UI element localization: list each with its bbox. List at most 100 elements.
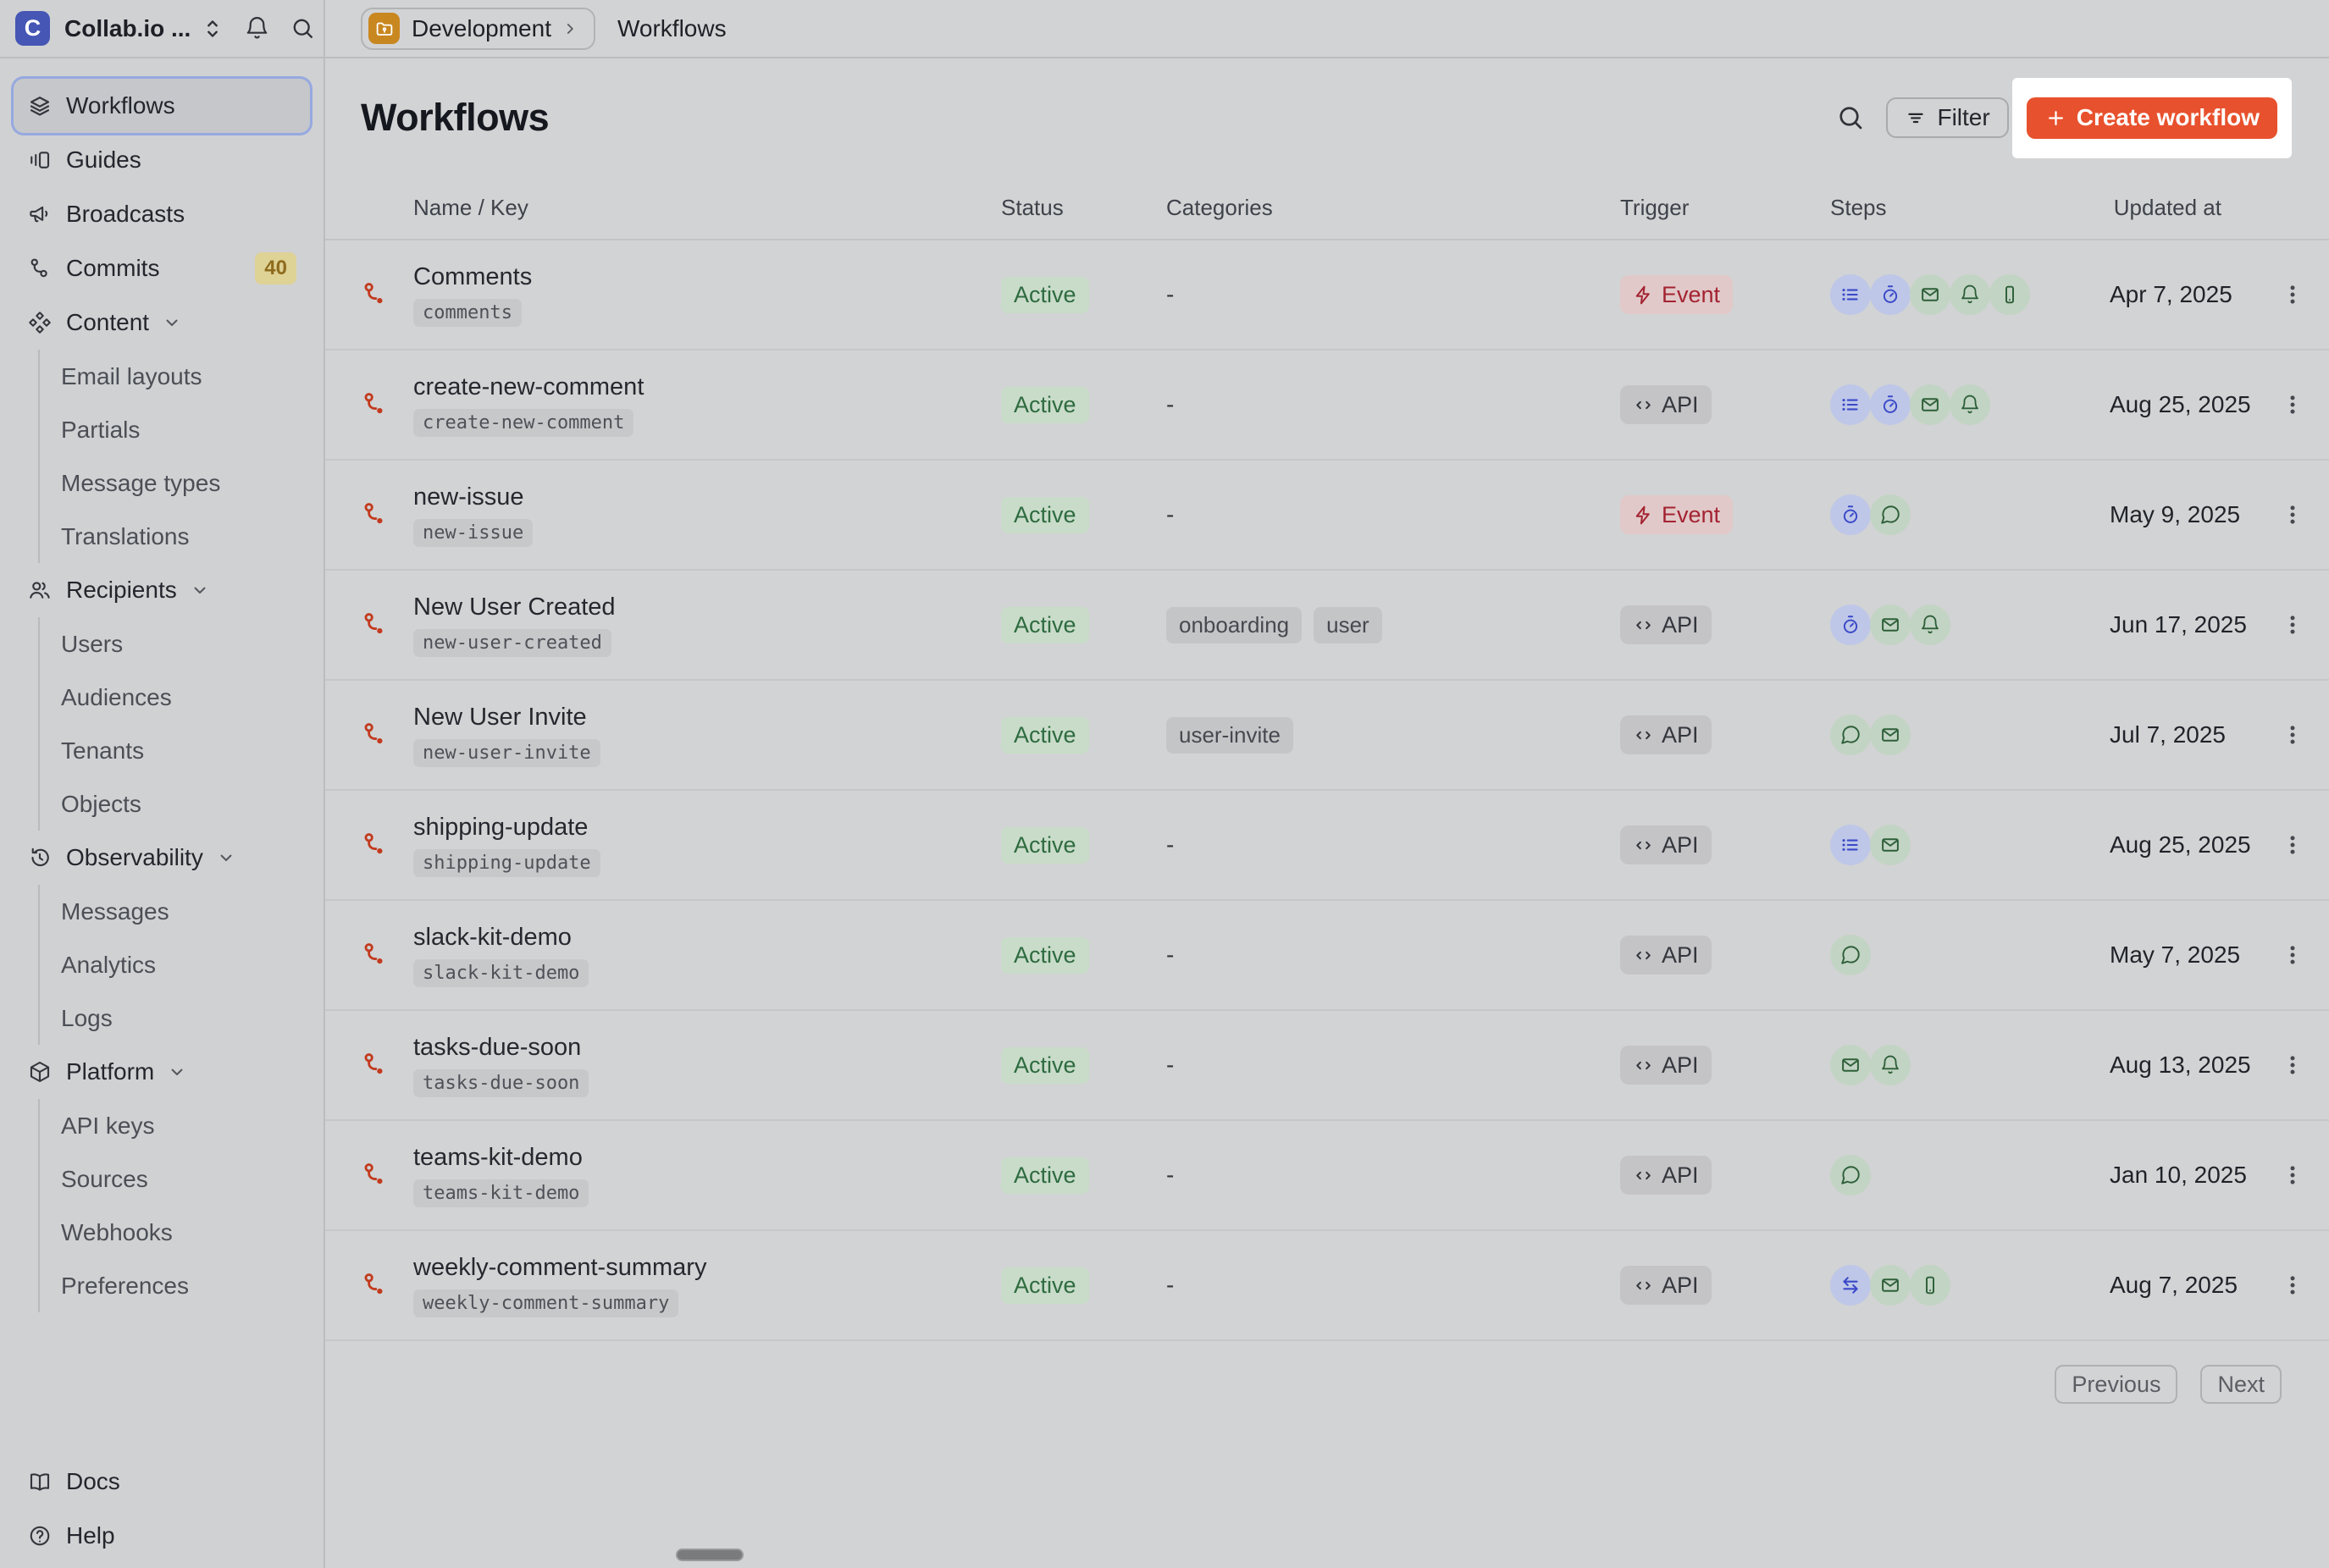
workspace-logo[interactable]: C bbox=[15, 11, 50, 46]
empty-categories-dash: - bbox=[1166, 1052, 1175, 1078]
create-workflow-button[interactable]: Create workflow bbox=[2026, 97, 2277, 139]
sidebar-item-objects[interactable]: Objects bbox=[61, 790, 141, 817]
sidebar-item-api-keys[interactable]: API keys bbox=[61, 1112, 155, 1139]
sidebar-item-sources[interactable]: Sources bbox=[61, 1165, 148, 1192]
sidebar-item-messages[interactable]: Messages bbox=[61, 897, 169, 925]
kebab-menu-icon[interactable] bbox=[2280, 722, 2305, 748]
kebab-menu-icon[interactable] bbox=[2280, 1273, 2305, 1298]
filter-icon bbox=[1908, 113, 1924, 124]
step-mail-icon bbox=[1830, 1045, 1871, 1085]
sidebar-item-guides[interactable]: Guides bbox=[14, 133, 310, 187]
sidebar-item-help[interactable]: Help bbox=[14, 1509, 310, 1563]
sidebar-item-broadcasts[interactable]: Broadcasts bbox=[14, 187, 310, 241]
code-icon bbox=[1636, 1171, 1651, 1179]
kebab-menu-icon[interactable] bbox=[2280, 612, 2305, 638]
sidebar-item-logs[interactable]: Logs bbox=[61, 1004, 113, 1031]
sidebar-subgroup: Email layouts Partials Message types Transl… bbox=[38, 350, 310, 563]
row-menu-cell bbox=[2221, 502, 2329, 527]
kebab-menu-icon[interactable] bbox=[2280, 1162, 2305, 1188]
kebab-menu-icon[interactable] bbox=[2280, 942, 2305, 968]
step-list-icon bbox=[1830, 384, 1871, 425]
sidebar: C Collab.io ... Workflows Guides Broadcast… bbox=[0, 0, 325, 1568]
kebab-menu-icon[interactable] bbox=[2280, 282, 2305, 307]
table-row[interactable]: weekly-comment-summary weekly-comment-sum… bbox=[325, 1231, 2329, 1341]
table-search-icon[interactable] bbox=[1835, 102, 1866, 133]
empty-categories-dash: - bbox=[1166, 501, 1175, 527]
table-row[interactable]: shipping-update shipping-update Active - API… bbox=[325, 791, 2329, 901]
table-row[interactable]: New User Created new-user-created Active on… bbox=[325, 571, 2329, 681]
sidebar-item-workflows[interactable]: Workflows bbox=[14, 79, 310, 133]
updated-at: Aug 25, 2025 bbox=[2110, 391, 2251, 417]
workflow-name: create-new-comment bbox=[413, 373, 644, 400]
sidebar-item-email-layouts[interactable]: Email layouts bbox=[61, 362, 202, 389]
table-row[interactable]: New User Invite new-user-invite Active user… bbox=[325, 681, 2329, 791]
sidebar-search-icon[interactable] bbox=[290, 15, 316, 41]
kebab-menu-icon[interactable] bbox=[2280, 392, 2305, 417]
workflow-icon-cell bbox=[361, 610, 413, 639]
code-icon bbox=[1636, 841, 1651, 849]
sidebar-item-observability[interactable]: Observability bbox=[14, 831, 310, 885]
sidebar-item-translations[interactable]: Translations bbox=[61, 522, 190, 549]
workflow-icon-cell bbox=[361, 941, 413, 969]
bolt-icon bbox=[1635, 285, 1650, 304]
step-timer-icon bbox=[1830, 605, 1871, 645]
step-bell-icon bbox=[1950, 384, 1990, 425]
sidebar-item-content[interactable]: Content bbox=[14, 295, 310, 350]
sidebar-item-tenants[interactable]: Tenants bbox=[61, 737, 145, 764]
commits-count-badge: 40 bbox=[255, 252, 296, 284]
notifications-bell-icon[interactable] bbox=[244, 15, 270, 41]
kebab-menu-icon[interactable] bbox=[2280, 832, 2305, 858]
column-header-name-key: Name / Key bbox=[413, 195, 528, 220]
sidebar-item-audiences[interactable]: Audiences bbox=[61, 683, 172, 710]
kebab-menu-icon[interactable] bbox=[2280, 502, 2305, 527]
sidebar-item-label: Recipients bbox=[66, 577, 177, 603]
filter-button[interactable]: Filter bbox=[1886, 97, 2009, 138]
table-row[interactable]: Comments comments Active - Event Apr 7, 2025 bbox=[325, 240, 2329, 351]
workflow-key: new-user-created bbox=[413, 628, 611, 657]
step-timer-icon bbox=[1830, 494, 1871, 535]
sidebar-item-webhooks[interactable]: Webhooks bbox=[61, 1218, 173, 1245]
code-icon bbox=[1636, 1281, 1651, 1289]
table-row[interactable]: create-new-comment create-new-comment Acti… bbox=[325, 351, 2329, 461]
status-badge: Active bbox=[1001, 386, 1089, 423]
workflow-key: tasks-due-soon bbox=[413, 1068, 589, 1097]
updated-at: Jul 7, 2025 bbox=[2110, 721, 2226, 748]
trigger-cell: API bbox=[1620, 1266, 1830, 1305]
previous-button[interactable]: Previous bbox=[2055, 1365, 2178, 1404]
sidebar-item-commits[interactable]: Commits 40 bbox=[14, 241, 310, 295]
step-mail-icon bbox=[1870, 1265, 1911, 1306]
kebab-menu-icon[interactable] bbox=[2280, 1052, 2305, 1078]
sidebar-item-label: Broadcasts bbox=[66, 201, 185, 227]
workspace-name[interactable]: Collab.io ... bbox=[64, 14, 191, 41]
sidebar-item-recipients[interactable]: Recipients bbox=[14, 563, 310, 617]
content-icon bbox=[29, 312, 51, 334]
workspace-switcher-icon[interactable] bbox=[199, 15, 226, 42]
sidebar-item-platform[interactable]: Platform bbox=[14, 1045, 310, 1099]
sidebar-item-label: Docs bbox=[66, 1468, 120, 1494]
categories-cell: - bbox=[1166, 941, 1620, 969]
next-button[interactable]: Next bbox=[2200, 1365, 2282, 1404]
table-row[interactable]: new-issue new-issue Active - Event May 9, 202… bbox=[325, 461, 2329, 571]
sidebar-item-users[interactable]: Users bbox=[61, 630, 124, 657]
chevron-down-icon bbox=[194, 587, 206, 594]
pagination: Previous Next bbox=[325, 1341, 2329, 1404]
table-row[interactable]: slack-kit-demo slack-kit-demo Active - API Ma… bbox=[325, 901, 2329, 1011]
steps-cell bbox=[1830, 825, 2110, 865]
workflow-key: slack-kit-demo bbox=[413, 958, 589, 987]
status-badge: Active bbox=[1001, 606, 1089, 643]
workflow-branch-icon bbox=[364, 1163, 384, 1185]
breadcrumb-environment[interactable]: Development bbox=[361, 7, 595, 50]
horizontal-scrollbar[interactable] bbox=[676, 1549, 744, 1561]
sidebar-item-message-types[interactable]: Message types bbox=[61, 469, 221, 496]
workflow-name-cell: New User Invite new-user-invite bbox=[413, 704, 1001, 767]
sidebar-item-docs[interactable]: Docs bbox=[14, 1455, 310, 1509]
sidebar-item-partials[interactable]: Partials bbox=[61, 416, 141, 443]
branch-icon bbox=[30, 258, 47, 278]
sidebar-item-analytics[interactable]: Analytics bbox=[61, 951, 157, 978]
page-title: Workflows bbox=[361, 96, 550, 139]
table-row[interactable]: tasks-due-soon tasks-due-soon Active - API Au… bbox=[325, 1011, 2329, 1121]
trigger-badge-api: API bbox=[1620, 1156, 1712, 1195]
steps-cell bbox=[1830, 1155, 2110, 1195]
sidebar-item-preferences[interactable]: Preferences bbox=[61, 1272, 189, 1299]
table-row[interactable]: teams-kit-demo teams-kit-demo Active - API Ja… bbox=[325, 1121, 2329, 1231]
